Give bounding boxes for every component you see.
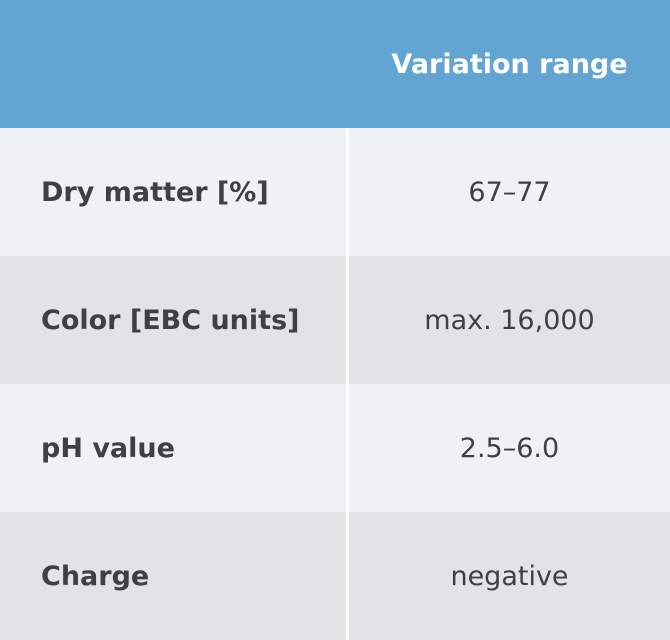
row-value: 67–77 xyxy=(349,128,670,256)
header-cell: Variation range xyxy=(349,0,670,128)
header-empty-cell xyxy=(0,0,349,128)
row-label: Color [EBC units] xyxy=(0,256,346,384)
row-value: max. 16,000 xyxy=(349,256,670,384)
row-label: Charge xyxy=(0,512,346,640)
row-label: Dry matter [%] xyxy=(0,128,346,256)
row-value: 2.5–6.0 xyxy=(349,384,670,512)
row-value: negative xyxy=(349,512,670,640)
row-label: pH value xyxy=(0,384,346,512)
